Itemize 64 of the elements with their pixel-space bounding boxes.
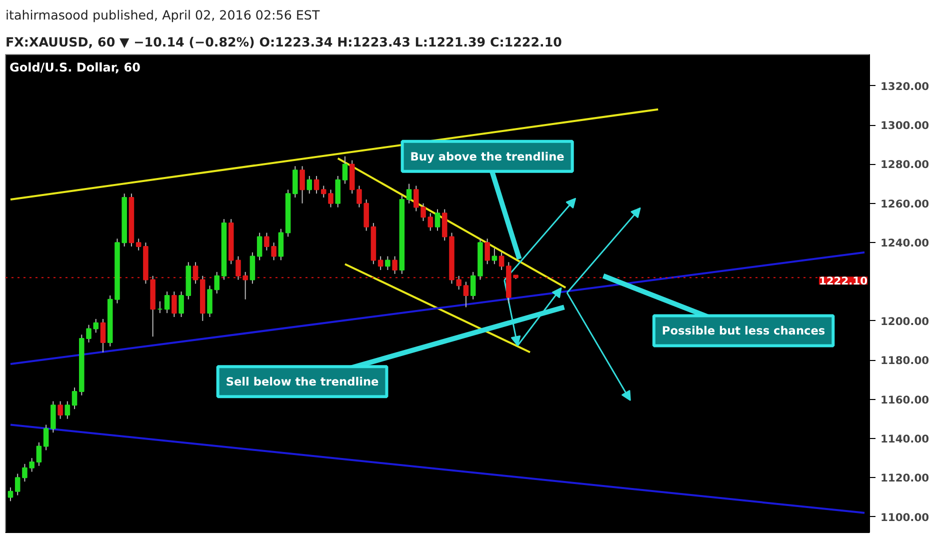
candlestick	[484, 238, 490, 265]
candlestick	[264, 232, 270, 251]
ref-line-label: 1222.10	[818, 274, 868, 288]
candlestick	[22, 463, 28, 482]
candlestick	[178, 291, 184, 318]
y-tick-label: 1280.00	[880, 158, 930, 172]
candlestick	[498, 252, 504, 270]
y-tick-label: 1180.00	[880, 354, 930, 368]
candlestick	[14, 473, 20, 496]
candlestick	[470, 271, 476, 300]
candlestick	[356, 185, 362, 208]
y-tick-label: 1260.00	[880, 197, 930, 210]
candlestick	[172, 291, 177, 318]
y-tick-label: 1200.00	[880, 314, 930, 328]
text: Gold/U.S. Dollar, 60	[10, 60, 140, 74]
candlestick	[36, 442, 42, 466]
candlestick	[328, 189, 334, 208]
candlestick	[29, 458, 34, 472]
candlestick	[250, 252, 256, 284]
candlestick	[300, 166, 305, 204]
annotation: Buy above the trendline	[410, 149, 565, 164]
candlestick	[314, 175, 320, 194]
y-tick-label: 1240.00	[880, 236, 930, 250]
annotation: Possible but less chances	[662, 324, 826, 338]
candlestick	[378, 256, 384, 270]
candlestick	[428, 212, 434, 232]
y-tick-label: 1100.00	[880, 510, 930, 524]
candlestick	[406, 183, 412, 204]
candlestick	[8, 486, 14, 502]
candlestick	[50, 400, 56, 434]
candlestick	[306, 175, 312, 194]
y-tick-label: 1320.00	[880, 80, 930, 93]
candlestick	[100, 318, 106, 353]
candlestick	[342, 156, 348, 184]
candlestick	[278, 228, 284, 261]
candlestick	[335, 175, 340, 208]
y-tick-label: 1160.00	[880, 393, 930, 406]
text: itahirmasood published, April 02, 2016 02:56 EST	[6, 8, 320, 22]
candlestick	[271, 242, 276, 261]
candlestick	[434, 208, 440, 232]
candlestick	[64, 400, 70, 420]
candlestick	[463, 281, 469, 308]
candlestick	[214, 271, 220, 294]
candlestick	[442, 208, 448, 242]
candlestick	[364, 198, 369, 232]
candlestick	[93, 318, 99, 334]
candlestick	[58, 400, 63, 420]
candlestick	[72, 387, 78, 410]
candlestick	[392, 256, 398, 274]
annotation: Sell below the trendline	[226, 374, 380, 389]
y-tick-label: 1300.00	[880, 119, 930, 132]
candlestick	[86, 324, 92, 343]
candlestick	[292, 166, 298, 198]
candlestick	[256, 232, 262, 261]
candlestick	[43, 424, 49, 451]
candlestick	[320, 185, 326, 198]
candlestick	[207, 285, 212, 318]
candlestick	[492, 248, 498, 265]
chart-subtitle: FX:XAUUSD, 60 ▼ −10.14 (−0.82%) O:1223.34 H:1223.43 L:1221.39 C:1222.10	[6, 34, 562, 50]
y-tick-label: 1120.00	[880, 472, 930, 485]
candlestick	[136, 238, 142, 251]
candlestick	[385, 256, 390, 270]
candlestick	[164, 291, 170, 314]
y-tick-label: 1140.00	[880, 432, 930, 446]
